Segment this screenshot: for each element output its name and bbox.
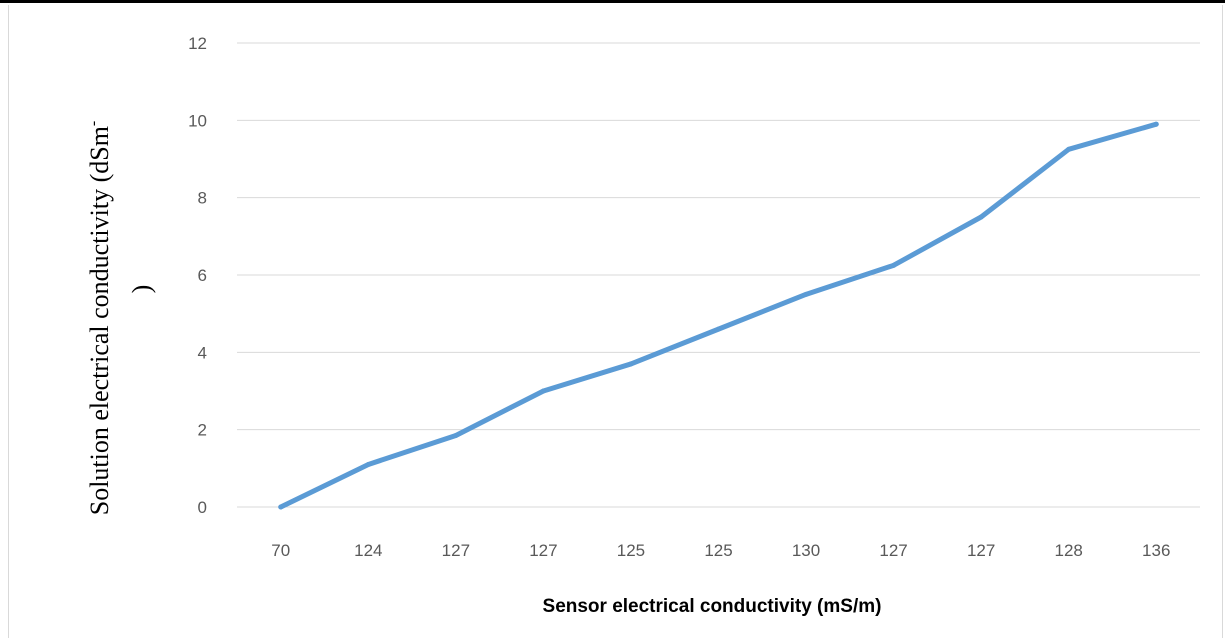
y-tick-label-3: 6 [198,266,207,285]
x-axis-title: Sensor electrical conductivity (mS/m) [543,596,882,617]
data-point-10 [1153,121,1159,127]
data-point-6 [803,291,809,297]
data-point-5 [716,326,721,332]
x-tick-label-7: 127 [879,541,907,560]
x-tick-label-8: 127 [967,541,995,560]
y-tick-label-4: 8 [198,189,207,208]
y-axis-title-line2: ) [127,285,156,294]
y-axis-tick-labels: 0 2 4 6 8 10 12 [188,34,207,517]
y-tick-label-5: 10 [188,111,207,130]
top-border [0,0,1225,3]
data-point-9 [1066,146,1072,152]
y-axis-title-line1-group: Solution electrical conductivity (dSm- [85,121,114,516]
chart-frame [8,5,1223,638]
x-tick-label-9: 128 [1054,541,1082,560]
data-point-3 [540,388,546,394]
x-tick-label-6: 130 [792,541,820,560]
x-tick-label-4: 125 [617,541,645,560]
x-tick-label-1: 124 [354,541,382,560]
y-tick-label-0: 0 [198,498,207,517]
x-tick-label-5: 125 [704,541,732,560]
y-tick-label-6: 12 [188,34,207,53]
x-tick-label-3: 127 [529,541,557,560]
y-tick-label-1: 2 [198,421,207,440]
x-tick-label-2: 127 [442,541,470,560]
y-axis-title-superscript: - [85,121,102,126]
x-tick-label-0: 70 [271,541,290,560]
y-tick-label-2: 4 [198,343,207,362]
data-point-8 [978,214,984,220]
gridlines [237,42,1200,508]
x-axis-tick-labels: 70 124 127 127 125 125 130 127 127 128 136 [271,541,1170,560]
y-axis-title-main: Solution electrical conductivity (dSm [85,126,114,515]
data-point-4 [628,361,634,367]
series-group [278,121,1159,510]
data-point-0 [278,504,284,510]
x-tick-label-10: 136 [1142,541,1170,560]
series-line-0 [278,121,1159,510]
y-axis-title-line1: Solution electrical conductivity (dSm- [85,121,114,516]
data-point-7 [891,262,897,268]
data-point-1 [365,461,371,467]
y-axis-title-line2-group: ) [127,285,156,294]
data-point-2 [453,432,459,438]
